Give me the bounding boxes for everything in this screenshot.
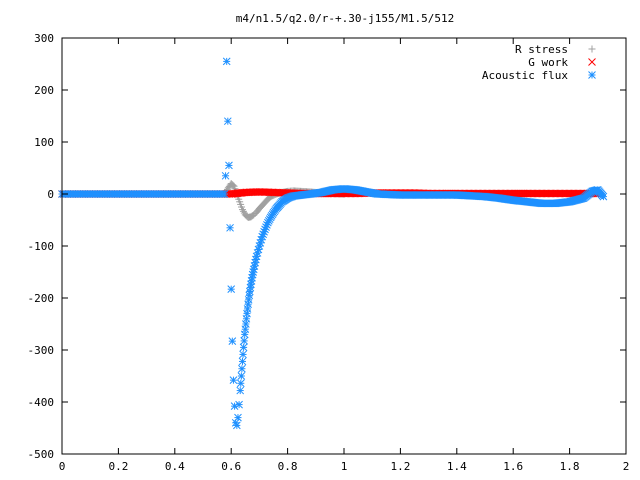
data-point [236,386,245,395]
x-tick-label: 2 [623,460,630,473]
data-point [234,413,242,422]
x-tick-label: 0.4 [165,460,185,473]
x-tick-label: 0.6 [221,460,241,473]
legend-label: G work [528,56,568,69]
data-point [235,400,243,409]
y-tick-label: -300 [28,344,55,357]
legend-marker [588,71,596,79]
data-point [228,337,237,346]
legend-marker [588,45,596,53]
data-point [237,372,246,380]
plot-frame [61,37,627,455]
x-tick-label: 1 [341,460,348,473]
y-tick-label: -400 [28,396,55,409]
x-tick-label: 0.8 [278,460,298,473]
data-point [220,190,229,198]
data-point [225,161,233,170]
x-tick-label: 1.6 [503,460,523,473]
data-point [599,192,608,201]
x-tick-label: 1.2 [390,460,410,473]
series-r-stress [58,180,348,221]
y-tick-label: -500 [28,448,55,461]
x-tick-label: 1.4 [447,460,467,473]
data-point [239,343,248,352]
x-tick-label: 0.2 [108,460,128,473]
data-point [227,285,236,294]
data-point [236,379,245,388]
data-point [242,314,251,323]
y-tick-label: -200 [28,292,55,305]
x-tick-label: 0 [59,460,66,473]
y-tick-label: 0 [47,188,54,201]
data-point [223,117,232,126]
data-point [238,357,247,366]
legend-marker [588,58,596,66]
y-tick-label: 300 [34,32,54,45]
legend-label: Acoustic flux [482,69,568,82]
data-point [240,337,249,345]
y-tick-label: 200 [34,84,54,97]
x-tick-label: 1.8 [560,460,580,473]
series-acoustic-flux [58,57,608,430]
y-tick-label: -100 [28,240,55,253]
data-point [232,421,241,430]
data-point [221,171,230,180]
legend-label: R stress [515,43,568,56]
data-point [226,223,234,232]
data-point [222,57,231,66]
data-point [229,376,238,385]
chart-title: m4/n1.5/q2.0/r-+.30-j155/M1.5/512 [236,12,455,25]
data-point [239,350,247,359]
data-point [238,364,246,373]
y-tick-label: 100 [34,136,54,149]
